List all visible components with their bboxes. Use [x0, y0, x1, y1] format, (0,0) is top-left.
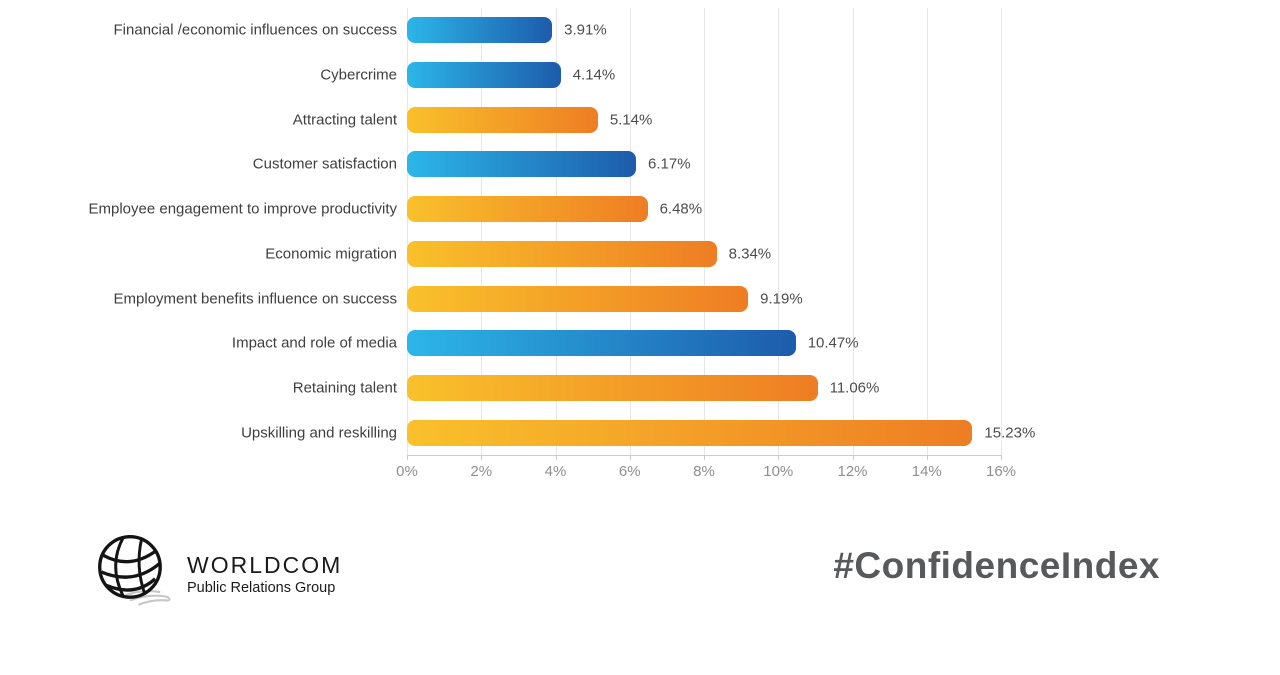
bar-row: Impact and role of media 10.47% [232, 321, 1001, 366]
category-label: Economic migration [265, 245, 397, 263]
bar-value-label: 11.06% [829, 379, 880, 397]
bar-value-label: 5.14% [609, 111, 653, 129]
x-tick-label: 4% [544, 463, 567, 480]
x-tick-label: 0% [396, 463, 418, 480]
axis-tick [555, 455, 557, 460]
bar-row: Financial /economic influences on succes… [114, 8, 1001, 53]
gridline [704, 8, 705, 455]
bar-row: Employment benefits influence on success… [114, 276, 1001, 321]
bar-value-label: 15.23% [984, 424, 1036, 442]
logo-text: WORLDCOM Public Relations Group [187, 551, 343, 597]
logo-subtitle: Public Relations Group [187, 580, 336, 597]
bar [407, 151, 637, 178]
bar [407, 330, 796, 357]
gridline [1001, 8, 1002, 455]
category-label: Employment benefits influence on success [113, 290, 397, 308]
gridline [778, 8, 780, 455]
bar-row: Economic migration 8.34% [265, 232, 1001, 277]
bar-row: Employee engagement to improve productiv… [89, 187, 1001, 232]
logo-title: WORLDCOM [187, 551, 343, 578]
bar-value-label: 3.91% [564, 21, 607, 39]
bar [407, 374, 818, 401]
axis-tick [704, 455, 705, 460]
axis-tick [407, 455, 408, 460]
bar-value-label: 9.19% [760, 290, 803, 308]
axis-tick [778, 455, 780, 460]
gridline [481, 8, 483, 455]
x-tick-label: 10% [763, 463, 794, 480]
x-tick-label: 16% [985, 463, 1017, 480]
gridline [852, 8, 854, 455]
bar-value-label: 4.14% [572, 66, 616, 84]
globe-icon [93, 530, 177, 619]
x-tick-label: 14% [911, 463, 942, 480]
hashtag-text: #ConfidenceIndex [833, 545, 1160, 586]
bar-value-label: 10.47% [807, 334, 859, 352]
x-tick-label: 6% [618, 463, 641, 480]
bar-value-label: 8.34% [728, 245, 772, 263]
bar-row: Retaining talent 11.06% [293, 366, 1001, 411]
axis-tick [481, 455, 483, 460]
bar [407, 285, 749, 312]
bar [407, 17, 553, 44]
bar-value-label: 6.17% [648, 155, 691, 173]
bar-row: Customer satisfaction 6.17% [253, 142, 1001, 187]
category-label: Cybercrime [320, 66, 397, 84]
axis-tick [1001, 455, 1002, 460]
axis-tick [852, 455, 854, 460]
bar-row: Attracting talent 5.14% [293, 97, 1001, 142]
bar-value-label: 6.48% [659, 200, 703, 218]
category-label: Attracting talent [292, 111, 397, 129]
bar-row: Upskilling and reskilling 15.23% [241, 410, 1035, 455]
category-label: Financial /economic influences on succes… [113, 21, 397, 39]
category-label: Customer satisfaction [252, 155, 397, 173]
gridline [926, 8, 928, 455]
category-label: Impact and role of media [231, 334, 397, 352]
plot-area: Financial /economic influences on succes… [89, 8, 1035, 455]
bar [407, 240, 717, 267]
gridline [555, 8, 557, 455]
axis-tick [629, 455, 631, 460]
x-tick-label: 2% [470, 463, 493, 480]
gridline [629, 8, 631, 455]
x-tick-label: 12% [837, 463, 868, 480]
bar [407, 62, 561, 89]
x-tick-label: 8% [693, 463, 715, 480]
axis-tick [926, 455, 928, 460]
bar-row: Cybercrime 4.14% [320, 53, 1001, 98]
category-label: Employee engagement to improve productiv… [88, 200, 398, 218]
bar [407, 106, 598, 133]
category-label: Retaining talent [292, 379, 397, 397]
gridline [407, 8, 408, 455]
bar [407, 419, 973, 446]
worldcom-logo: WORLDCOM Public Relations Group [93, 530, 342, 619]
category-label: Upskilling and reskilling [241, 424, 397, 442]
bar [407, 196, 648, 223]
